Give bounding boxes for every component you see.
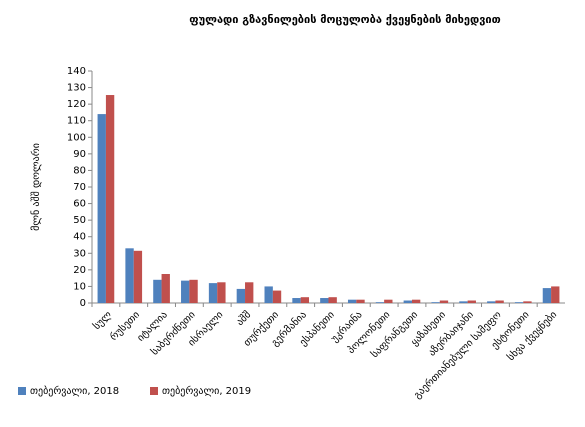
bar [300, 297, 310, 303]
y-tick-label: 40 [73, 232, 86, 243]
y-tick-label: 60 [73, 199, 86, 210]
bar [514, 302, 524, 303]
bar [523, 301, 532, 303]
bar [236, 288, 246, 303]
bar [208, 283, 218, 303]
bar [161, 274, 170, 303]
y-axis-label: მლნ აშშ დოლარი [30, 143, 42, 231]
bar [542, 288, 552, 303]
y-tick-label: 140 [67, 66, 86, 77]
y-tick-label: 10 [73, 281, 86, 292]
bar [189, 279, 198, 303]
bar [320, 298, 329, 303]
bar [217, 282, 226, 303]
bar [467, 300, 476, 303]
bar [264, 286, 273, 303]
bar [403, 300, 412, 303]
bar [375, 302, 385, 303]
bar [181, 280, 190, 303]
y-tick-label: 20 [73, 265, 86, 276]
y-tick-label: 0 [80, 298, 86, 309]
bar [431, 302, 440, 303]
legend-swatch [150, 387, 158, 395]
x-tick-label: სულ [91, 309, 115, 333]
bar [125, 248, 134, 303]
bar [272, 290, 282, 303]
legend-label: თებერვალი, 2018 [30, 385, 119, 397]
bar [347, 299, 357, 303]
y-tick-label: 80 [73, 165, 86, 176]
y-tick-label: 110 [67, 116, 86, 127]
bar [495, 300, 504, 303]
y-tick-label: 90 [73, 149, 86, 160]
y-tick-label: 50 [73, 215, 86, 226]
legend-label: თებერვალი, 2019 [162, 385, 251, 397]
y-tick-label: 100 [67, 132, 86, 143]
bar [356, 299, 365, 303]
chart-title: ფულადი გზავნილების მოცულობა ქვეყნების მი… [189, 13, 500, 26]
y-tick-label: 120 [67, 99, 86, 110]
bar [551, 286, 560, 303]
x-tick-label: სხვა ქვეყნები [505, 309, 559, 363]
bar [245, 282, 254, 303]
y-tick-label: 130 [67, 83, 86, 94]
bar [153, 279, 162, 303]
bar [384, 299, 393, 303]
bar [411, 299, 421, 303]
bar [487, 301, 496, 303]
y-tick-label: 30 [73, 248, 86, 259]
y-tick-label: 70 [73, 182, 86, 193]
bar [105, 95, 115, 304]
bar [439, 300, 449, 303]
bar [133, 250, 143, 303]
bar [292, 298, 301, 303]
bar [328, 297, 337, 303]
bar [459, 301, 468, 303]
legend-swatch [18, 387, 26, 395]
bar [97, 114, 106, 303]
x-tick-label: აშშ [234, 309, 253, 328]
